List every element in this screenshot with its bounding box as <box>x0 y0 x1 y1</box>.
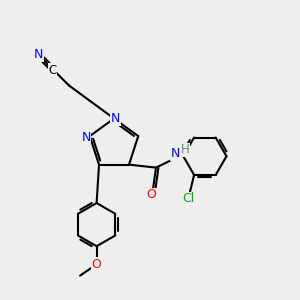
Text: N: N <box>171 147 181 160</box>
Text: N: N <box>82 131 91 144</box>
Text: O: O <box>92 258 101 271</box>
Text: H: H <box>180 143 189 156</box>
Text: C: C <box>48 64 57 77</box>
Text: O: O <box>147 188 156 201</box>
Text: Cl: Cl <box>182 192 194 206</box>
Text: N: N <box>111 112 120 125</box>
Text: N: N <box>34 48 43 62</box>
